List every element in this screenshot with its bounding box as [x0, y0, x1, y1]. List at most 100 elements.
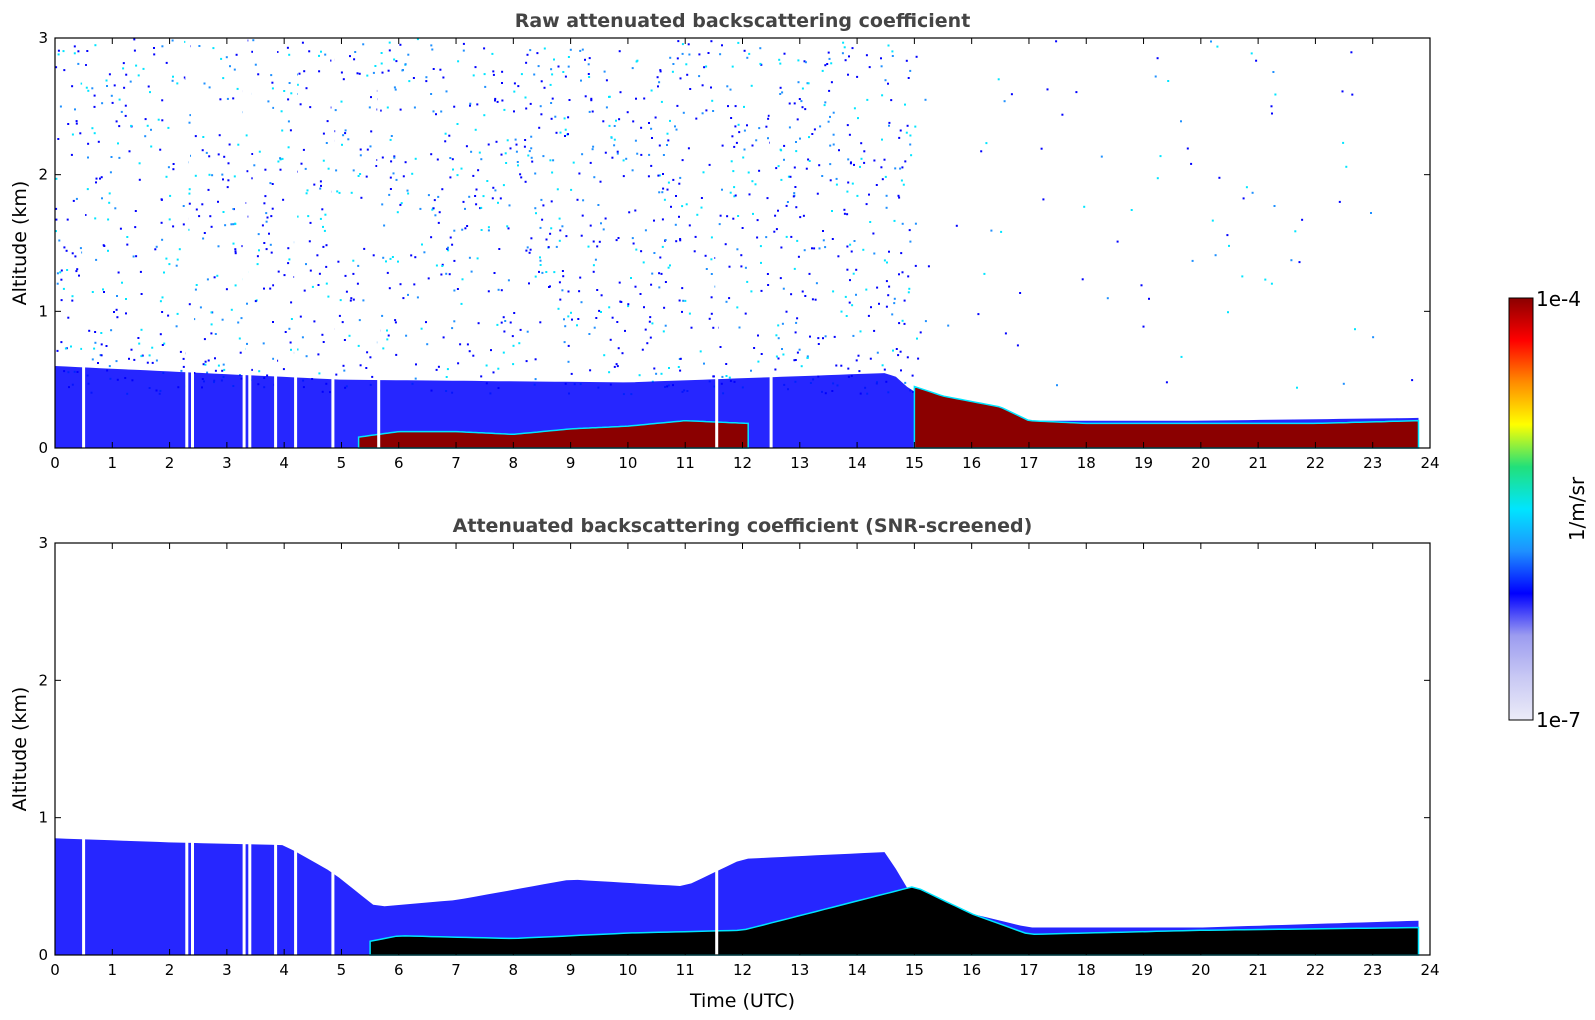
speckle [551, 97, 554, 100]
speckle [55, 177, 58, 180]
data-gap [242, 38, 246, 448]
speckle [195, 284, 198, 286]
speckle [595, 317, 598, 319]
speckle [829, 163, 832, 166]
speckle [520, 73, 523, 76]
speckle [780, 246, 783, 249]
speckle [1226, 234, 1229, 237]
speckle [808, 160, 811, 162]
speckle [858, 370, 861, 373]
speckle [677, 40, 680, 43]
speckle [446, 247, 449, 250]
speckle [590, 97, 593, 100]
speckle [608, 124, 611, 127]
speckle [740, 265, 743, 268]
speckle [808, 136, 810, 139]
speckle [137, 337, 140, 339]
speckle [405, 334, 408, 337]
speckle [789, 175, 792, 178]
speckle [694, 235, 697, 238]
speckle [558, 217, 561, 220]
speckle [390, 160, 393, 163]
speckle [335, 373, 338, 376]
speckle [253, 164, 256, 167]
speckle [617, 347, 620, 350]
speckle [794, 331, 797, 334]
speckle [703, 66, 706, 69]
speckle [222, 77, 225, 80]
speckle [160, 221, 163, 224]
speckle [876, 351, 879, 354]
speckle [658, 191, 661, 194]
speckle [359, 148, 362, 151]
speckle [148, 354, 151, 357]
speckle [86, 188, 89, 191]
speckle [279, 168, 282, 171]
speckle [157, 118, 160, 121]
speckle [380, 52, 383, 54]
speckle [748, 193, 751, 196]
speckle [203, 338, 206, 341]
data-gap [331, 543, 335, 955]
speckle [387, 69, 390, 72]
speckle [990, 229, 993, 232]
x-tick-label: 1 [108, 961, 118, 979]
speckle [56, 349, 59, 352]
speckle [565, 235, 568, 238]
speckle [135, 64, 138, 67]
speckle [79, 132, 82, 135]
speckle [130, 348, 133, 351]
speckle [389, 188, 392, 190]
speckle [650, 283, 653, 286]
speckle [172, 168, 175, 171]
speckle [341, 321, 344, 324]
speckle [445, 272, 448, 275]
speckle [813, 247, 816, 250]
speckle [666, 188, 669, 191]
speckle [659, 70, 662, 73]
speckle [656, 76, 659, 79]
speckle [898, 196, 901, 199]
speckle [494, 99, 496, 102]
speckle [509, 321, 512, 324]
speckle [1250, 52, 1253, 55]
speckle [765, 236, 768, 239]
speckle [318, 70, 321, 73]
speckle [128, 357, 130, 360]
speckle [263, 242, 266, 244]
speckle [1010, 93, 1013, 96]
speckle [125, 73, 128, 76]
speckle [110, 329, 113, 332]
speckle [819, 125, 822, 128]
speckle [1046, 88, 1049, 91]
speckle [201, 203, 204, 206]
speckle [662, 187, 665, 190]
speckle [270, 251, 273, 254]
speckle [829, 115, 831, 118]
speckle [705, 109, 708, 112]
speckle [502, 316, 505, 319]
speckle [888, 285, 891, 288]
speckle [631, 67, 634, 70]
speckle [287, 146, 290, 149]
speckle [869, 357, 872, 360]
panel-snr-x-axis-label: Time (UTC) [689, 990, 795, 1012]
speckle [113, 84, 116, 87]
speckle [686, 73, 689, 76]
speckle [214, 333, 217, 335]
speckle [658, 272, 661, 275]
speckle [101, 102, 104, 105]
speckle [223, 155, 226, 158]
speckle [719, 214, 722, 217]
speckle [1042, 198, 1045, 201]
speckle [1271, 112, 1273, 115]
speckle [372, 71, 375, 74]
speckle [318, 272, 321, 275]
speckle [917, 357, 920, 360]
speckle [305, 87, 308, 90]
speckle [876, 286, 879, 289]
speckle [562, 275, 565, 278]
speckle [570, 311, 572, 314]
speckle [234, 252, 237, 255]
